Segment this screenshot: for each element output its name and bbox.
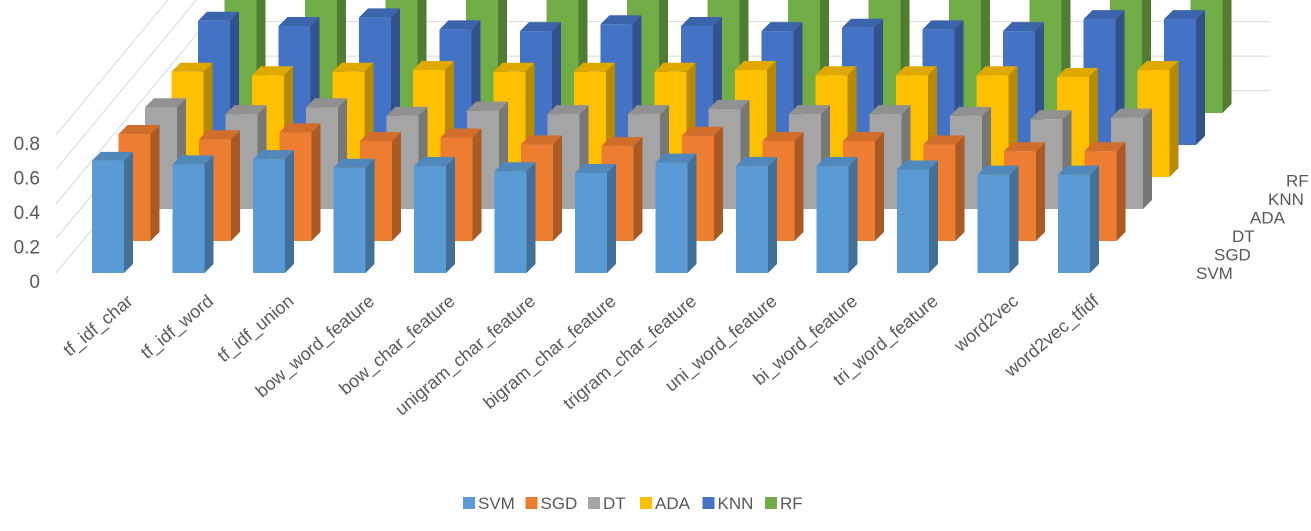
y-tick-label: 0.6: [14, 169, 40, 190]
series-axis-label: SVM: [1196, 264, 1233, 283]
legend-item-svm: SVM: [463, 494, 515, 513]
legend-swatch: [702, 497, 715, 509]
legend-swatch: [525, 497, 538, 509]
legend-label: SGD: [541, 494, 578, 513]
bar-svm-bigram_char_feature: [575, 163, 616, 273]
gridline: [55, 0, 198, 170]
bar-svm-trigram_char_feature: [655, 153, 697, 273]
legend-label: SVM: [478, 494, 515, 513]
bar-svm-bi_word_feature: [816, 157, 858, 273]
x-tick-label: tf_idf_char: [59, 291, 137, 361]
legend-label: ADA: [655, 494, 691, 513]
legend-item-knn: KNN: [702, 494, 754, 513]
y-tick-label: 0: [29, 272, 40, 293]
legend-swatch: [765, 497, 777, 509]
x-tick-label: tf_idf_word: [137, 291, 218, 364]
bar-svm-tf_idf_char: [92, 151, 133, 273]
series-axis-label: RF: [1286, 172, 1309, 191]
series-axis-label: ADA: [1250, 209, 1286, 228]
y-axis: 0 0.2 0.4 0.6 0.8: [14, 134, 41, 293]
bars: [92, 0, 1232, 273]
y-tick-label: 0.2: [14, 238, 40, 259]
x-tick-label: word2vec: [949, 291, 1022, 356]
bar-dt-bow_char_feature: [467, 101, 508, 209]
legend-label: DT: [603, 494, 626, 513]
legend-swatch: [640, 497, 652, 509]
legend-swatch: [463, 497, 475, 509]
legend: SVM SGD DT ADA KNN RF: [463, 494, 803, 513]
bar-svm-tf_idf_word: [172, 155, 214, 273]
x-tick-label: unigram_char_feature: [391, 291, 539, 420]
y-tick-label: 0.4: [14, 203, 41, 224]
bar-svm-word2vec: [977, 165, 1019, 273]
bar-sgd-tri_word_feature: [923, 135, 965, 241]
bar-svm-bow_char_feature: [414, 157, 455, 273]
y-tick-label: 0.8: [14, 134, 40, 155]
series-axis-label: DT: [1232, 227, 1255, 246]
legend-item-ada: ADA: [640, 494, 691, 513]
x-axis: tf_idf_char tf_idf_wordtf_idf_unionbow_wo…: [59, 290, 1104, 420]
legend-label: RF: [780, 494, 803, 513]
bar-svm-tf_idf_union: [253, 150, 294, 273]
series-axis-label: SGD: [1214, 246, 1251, 265]
legend-label: KNN: [718, 494, 754, 513]
series-axis-label: KNN: [1268, 190, 1304, 209]
legend-item-dt: DT: [588, 494, 626, 513]
x-tick-label: tf_idf_union: [213, 291, 298, 367]
bar-svm-unigram_char_feature: [494, 162, 536, 273]
gridline: [55, 0, 169, 136]
bar-svm-word2vec_tfidf: [1058, 165, 1099, 273]
bar-svm-bow_word_feature: [333, 158, 375, 273]
x-tick-label: trigram_char_feature: [559, 291, 700, 414]
legend-item-rf: RF: [765, 494, 803, 513]
legend-item-sgd: SGD: [525, 494, 578, 513]
bar-svm-uni_word_feature: [736, 157, 777, 273]
x-tick-label: bigram_char_feature: [479, 291, 620, 414]
bar-svm-tri_word_feature: [897, 160, 938, 273]
legend-swatch: [588, 497, 600, 509]
